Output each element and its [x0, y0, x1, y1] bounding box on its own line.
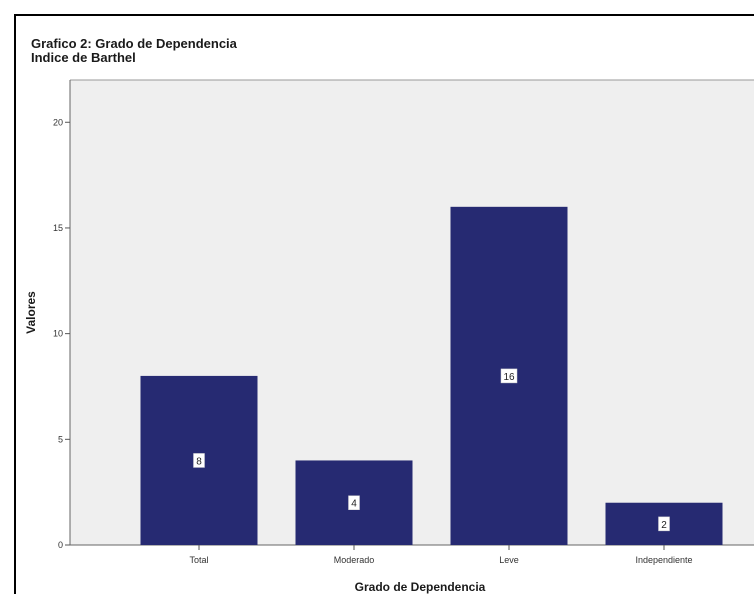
x-tick-label: Moderado: [334, 555, 375, 565]
x-tick-label: Total: [189, 555, 208, 565]
y-tick-label: 10: [53, 329, 63, 339]
data-label-box: [348, 495, 360, 510]
x-axis-label: Grado de Dependencia: [355, 580, 486, 594]
y-tick-label: 0: [58, 540, 63, 550]
y-tick-label: 5: [58, 434, 63, 444]
x-tick-label: Independiente: [635, 555, 692, 565]
data-label-box: [500, 368, 518, 384]
data-label-box: [193, 453, 205, 468]
y-tick-label: 20: [53, 117, 63, 127]
data-label: 2: [661, 520, 667, 531]
x-tick-label: Leve: [499, 555, 519, 565]
y-tick-label: 15: [53, 223, 63, 233]
y-axis-label: Valores: [24, 291, 38, 334]
data-label: 8: [196, 456, 202, 467]
data-label: 16: [503, 372, 515, 383]
chart-title: Grafico 2: Grado de Dependencia: [31, 36, 237, 51]
data-label: 4: [351, 499, 357, 510]
data-label-box: [658, 516, 670, 532]
chart-subtitle: Indice de Barthel: [31, 50, 136, 65]
